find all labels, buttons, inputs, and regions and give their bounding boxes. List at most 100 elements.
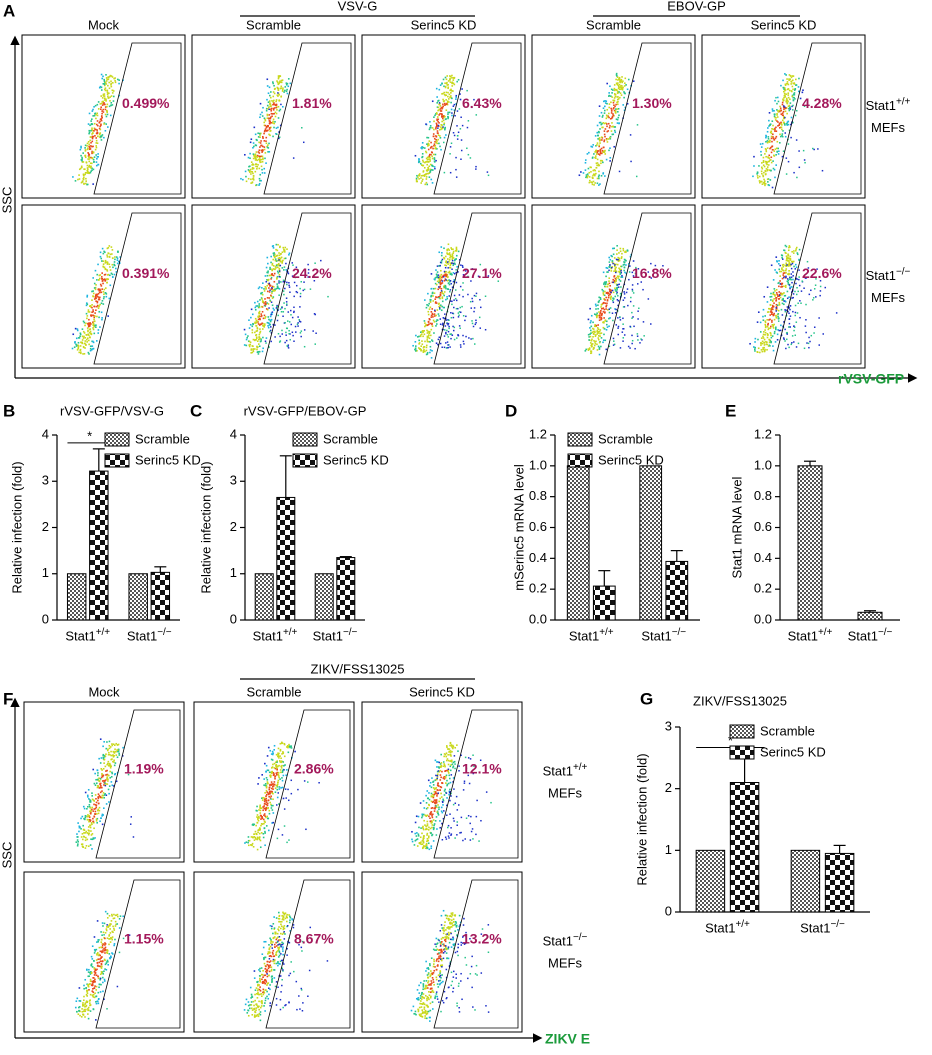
dot [263, 823, 265, 825]
dot [485, 329, 487, 331]
dot [442, 259, 444, 261]
dot [600, 298, 602, 300]
dot [438, 286, 440, 288]
dot [624, 82, 626, 84]
dot [599, 142, 601, 144]
dot [274, 781, 276, 783]
dot [783, 292, 785, 294]
dot [772, 160, 774, 162]
dot [283, 311, 285, 313]
dot [279, 778, 281, 780]
dot [430, 346, 432, 348]
dot [88, 123, 90, 125]
dot [609, 127, 611, 129]
dot [607, 141, 609, 143]
dot [795, 264, 797, 266]
dot [271, 767, 273, 769]
dot [265, 275, 267, 277]
dot [633, 305, 635, 307]
dot [615, 278, 617, 280]
dot [103, 296, 105, 298]
dot [459, 294, 461, 296]
dot [602, 162, 604, 164]
dot [101, 311, 103, 313]
dot [778, 269, 780, 271]
dot [600, 312, 602, 314]
dot [444, 789, 446, 791]
dot [282, 834, 284, 836]
dot [431, 815, 433, 817]
dot [761, 351, 763, 353]
dot [446, 92, 448, 94]
dot [430, 127, 432, 129]
dot [602, 342, 604, 344]
dot [258, 816, 260, 818]
dot [102, 795, 104, 797]
dot [265, 130, 267, 132]
dot [428, 144, 430, 146]
dot [254, 127, 256, 129]
dot [761, 162, 763, 164]
dot [445, 95, 447, 97]
dot [439, 307, 441, 309]
dot [417, 176, 419, 178]
dot [273, 127, 275, 129]
dot [281, 262, 283, 264]
dot [256, 806, 258, 808]
dot [255, 831, 257, 833]
dot [106, 296, 108, 298]
dot [771, 296, 773, 298]
dot [596, 331, 598, 333]
dot [420, 836, 422, 838]
dot [285, 269, 287, 271]
dot [423, 165, 425, 167]
dot [774, 319, 776, 321]
dot [442, 301, 444, 303]
dot [115, 751, 117, 753]
dot [606, 109, 608, 111]
dot [612, 248, 614, 250]
dot [606, 292, 608, 294]
dot [286, 248, 288, 250]
dot [269, 750, 271, 752]
dot [587, 177, 589, 179]
dot [112, 257, 114, 259]
dot [272, 809, 274, 811]
dot [290, 314, 292, 316]
dot [432, 100, 434, 102]
dot [456, 744, 458, 746]
dot [765, 341, 767, 343]
dot [293, 311, 295, 313]
dot [440, 754, 442, 756]
dot [436, 102, 438, 104]
dot [92, 345, 94, 347]
dot [97, 301, 99, 303]
dot [262, 809, 264, 811]
dot [762, 176, 764, 178]
dot [764, 153, 766, 155]
dot [107, 85, 109, 87]
dot [595, 340, 597, 342]
dot [587, 153, 589, 155]
dot [96, 147, 98, 149]
dot [252, 329, 254, 331]
dot [603, 122, 605, 124]
dot [92, 309, 94, 311]
dot [808, 347, 810, 349]
dot [629, 326, 631, 328]
dot [276, 283, 278, 285]
dot [101, 292, 103, 294]
dot [787, 344, 789, 346]
dot [104, 793, 106, 795]
dot [618, 286, 620, 288]
dot [438, 808, 440, 810]
dot [777, 316, 779, 318]
dot [432, 313, 434, 315]
dot [269, 114, 271, 116]
dot [97, 115, 99, 117]
dot [448, 279, 450, 281]
dot [272, 136, 274, 138]
dot [278, 83, 280, 85]
dot [276, 134, 278, 136]
dot [86, 845, 88, 847]
